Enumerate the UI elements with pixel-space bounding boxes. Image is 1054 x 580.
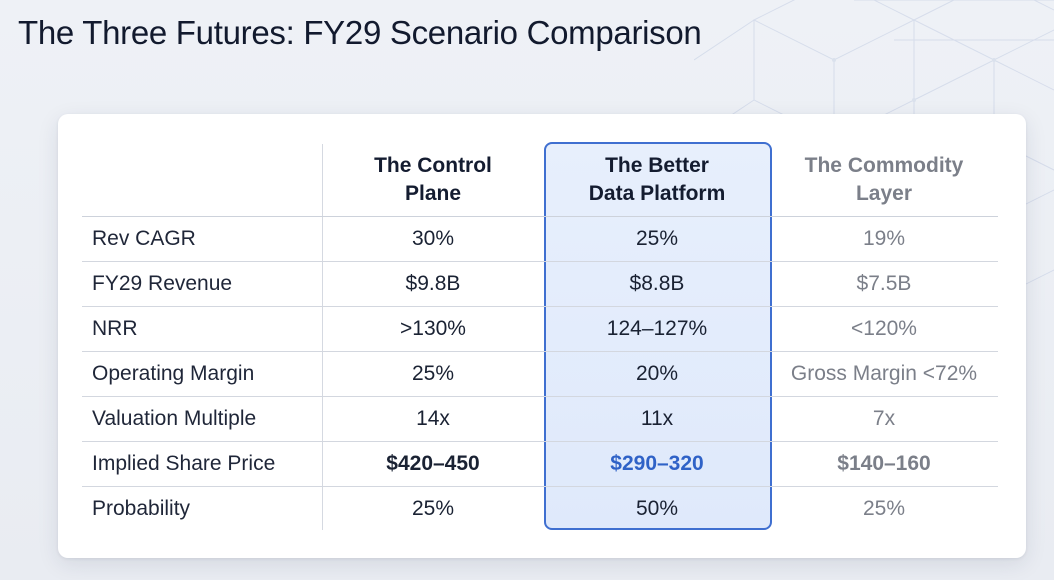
cell-control-plane: 30%	[322, 216, 544, 262]
cell-better-data-platform: 50%	[635, 497, 679, 520]
table-row: Valuation Multiple 14x 11x 7x	[82, 396, 998, 442]
cell-control-plane: >130%	[322, 306, 544, 352]
cell-control-plane: 25%	[322, 351, 544, 397]
cell-better-data-platform: 25%	[544, 216, 770, 262]
cell-control-plane: $420–450	[322, 441, 544, 487]
cell-control-plane: 14x	[322, 396, 544, 442]
cell-control-plane: $9.8B	[322, 261, 544, 307]
table-row: NRR >130% 124–127% <120%	[82, 306, 998, 352]
cell-better-data-platform: 124–127%	[544, 306, 770, 352]
header-commodity-layer: The Commodity Layer	[770, 144, 998, 217]
cell-better-data-platform: $8.8B	[544, 261, 770, 307]
row-label: FY29 Revenue	[82, 261, 322, 307]
cell-better-data-platform: 20%	[544, 351, 770, 397]
row-label: Probability	[92, 497, 191, 520]
table-row: Operating Margin 25% 20% Gross Margin <7…	[82, 351, 998, 397]
cell-commodity-layer: 25%	[862, 497, 906, 520]
scenario-table-card: The Control Plane The Better Data Platfo…	[58, 114, 1026, 558]
cell-better-data-platform: $290–320	[544, 441, 770, 487]
table-row: Implied Share Price $420–450 $290–320 $1…	[82, 441, 998, 487]
page-title: The Three Futures: FY29 Scenario Compari…	[18, 14, 702, 51]
cell-commodity-layer: 19%	[770, 216, 998, 262]
row-label: Rev CAGR	[82, 216, 322, 262]
table-header-row: The Control Plane The Better Data Platfo…	[82, 144, 998, 217]
table-row: Rev CAGR 30% 25% 19%	[82, 216, 998, 262]
header-control-plane: The Control Plane	[322, 144, 544, 217]
table-row: Probability 25% 50% 25%	[82, 487, 998, 532]
cell-commodity-layer: $7.5B	[770, 261, 998, 307]
cell-commodity-layer: Gross Margin <72%	[770, 351, 998, 397]
cell-control-plane: 25%	[411, 497, 455, 520]
cell-commodity-layer: $140–160	[770, 441, 998, 487]
header-better-data-platform: The Better Data Platform	[544, 144, 770, 217]
cell-commodity-layer: 7x	[770, 396, 998, 442]
cell-commodity-layer: <120%	[770, 306, 998, 352]
header-empty-cell	[82, 144, 322, 217]
cell-better-data-platform: 11x	[544, 396, 770, 442]
row-label: Valuation Multiple	[82, 396, 322, 442]
row-label: Implied Share Price	[82, 441, 322, 487]
table-row: FY29 Revenue $9.8B $8.8B $7.5B	[82, 261, 998, 307]
row-label: NRR	[82, 306, 322, 352]
row-label: Operating Margin	[82, 351, 322, 397]
scenario-comparison-table: The Control Plane The Better Data Platfo…	[82, 144, 998, 531]
